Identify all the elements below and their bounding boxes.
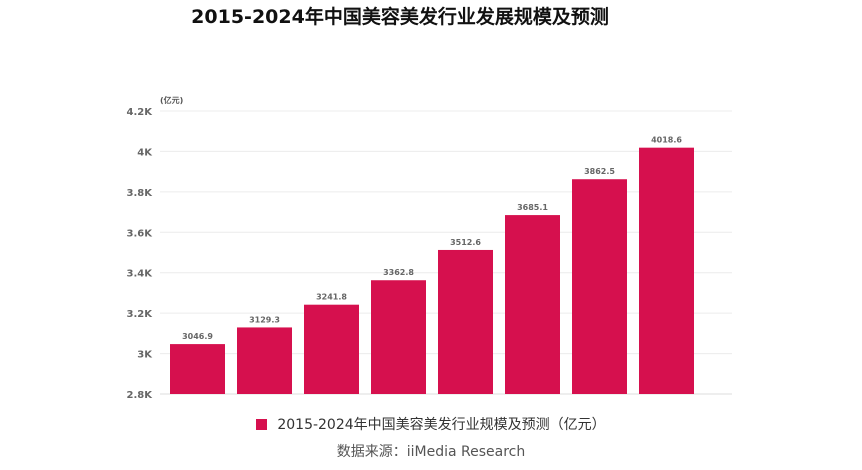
y-tick-label: 4.2K xyxy=(127,107,154,118)
data-label: 3512.6 xyxy=(450,238,481,247)
bar[interactable] xyxy=(438,249,493,394)
bar[interactable] xyxy=(572,179,627,394)
bar[interactable] xyxy=(237,327,292,394)
bar-chart: 2.8K 3K 3.2K 3.4K 3.6K 3.8K 4K 4.2K (亿元) 3046.9… xyxy=(127,95,732,401)
bar[interactable] xyxy=(639,147,694,394)
y-tick-label: 3.2K xyxy=(127,309,154,320)
bar[interactable] xyxy=(371,280,426,394)
y-tick-label: 3.6K xyxy=(127,228,154,239)
y-tick-label: 4K xyxy=(137,147,153,158)
y-axis-unit-label: (亿元) xyxy=(160,95,183,105)
chart-title: 2015-2024年中国美容美发行业发展规模及预测 xyxy=(191,6,609,28)
data-label: 3685.1 xyxy=(517,203,548,212)
bar[interactable] xyxy=(304,304,359,394)
y-tick-label: 2.8K xyxy=(127,390,154,401)
y-tick-label: 3K xyxy=(137,350,153,361)
y-tick-label: 3.8K xyxy=(127,188,154,199)
data-label: 3129.3 xyxy=(249,315,280,324)
bar-series xyxy=(170,147,694,394)
source-note: 数据来源：iiMedia Research xyxy=(336,444,526,460)
bar[interactable] xyxy=(505,215,560,394)
legend[interactable]: 2015-2024年中国美容美发行业规模及预测（亿元） xyxy=(0,414,862,434)
y-tick-label: 3.4K xyxy=(127,269,154,280)
legend-label: 2015-2024年中国美容美发行业规模及预测（亿元） xyxy=(277,417,606,433)
y-axis: 2.8K 3K 3.2K 3.4K 3.6K 3.8K 4K 4.2K xyxy=(127,107,154,401)
data-labels: 3046.9 3129.3 3241.8 3362.8 3512.6 3685.1 3862… xyxy=(182,136,682,341)
data-label: 3046.9 xyxy=(182,332,213,341)
legend-swatch xyxy=(256,419,268,430)
data-label: 3241.8 xyxy=(316,293,347,302)
data-label: 4018.6 xyxy=(651,136,682,145)
data-label: 3862.5 xyxy=(584,167,615,176)
bar[interactable] xyxy=(170,344,225,394)
data-label: 3362.8 xyxy=(383,268,414,277)
